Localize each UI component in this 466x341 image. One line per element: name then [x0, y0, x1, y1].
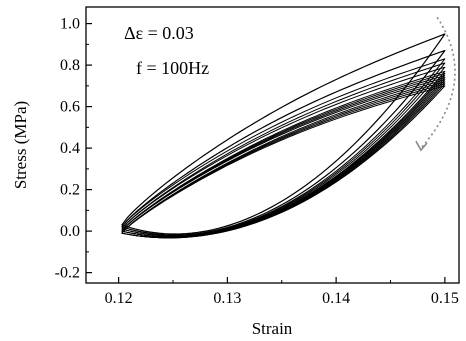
decreasing-trend-arrow: [415, 16, 456, 152]
y-axis-title: Stress (MPa): [11, 101, 30, 189]
x-axis-title: Strain: [252, 319, 293, 338]
hysteresis-loop: [121, 81, 446, 239]
hysteresis-loop: [121, 58, 446, 236]
hysteresis-loop: [121, 33, 446, 235]
plot-frame: [85, 6, 460, 284]
y-tick-label: 0.4: [60, 140, 80, 157]
hysteresis-loops: [121, 33, 446, 239]
y-tick-label: 1.0: [60, 16, 80, 33]
hysteresis-loop: [121, 77, 446, 238]
x-tick-label: 0.12: [105, 290, 133, 307]
hysteresis-loop: [121, 66, 446, 237]
axis-ticks: [86, 23, 446, 283]
tick-labels: 0.12 0.13 0.14 0.15 -0.2 0.0 0.2 0.4 0.6 0.8 1.0: [55, 16, 459, 307]
y-tick-label: 0.6: [60, 99, 80, 116]
y-tick-label: 0.2: [60, 182, 80, 199]
y-tick-label: 0.8: [60, 57, 80, 74]
y-tick-label: -0.2: [55, 265, 80, 282]
trend-arrow-line: [420, 16, 456, 149]
hysteresis-loop: [121, 85, 446, 239]
strain-amplitude-label: Δε = 0.03: [124, 23, 194, 43]
hysteresis-loop: [121, 79, 446, 239]
annotations: Δε = 0.03 f = 100Hz: [124, 23, 209, 78]
x-tick-label: 0.14: [322, 290, 350, 307]
frequency-label: f = 100Hz: [136, 58, 209, 78]
x-tick-label: 0.13: [213, 290, 241, 307]
trend-arrow-head: [415, 140, 428, 152]
x-tick-label: 0.15: [431, 290, 459, 307]
y-tick-label: 0.0: [60, 223, 80, 240]
hysteresis-loop: [121, 49, 446, 236]
